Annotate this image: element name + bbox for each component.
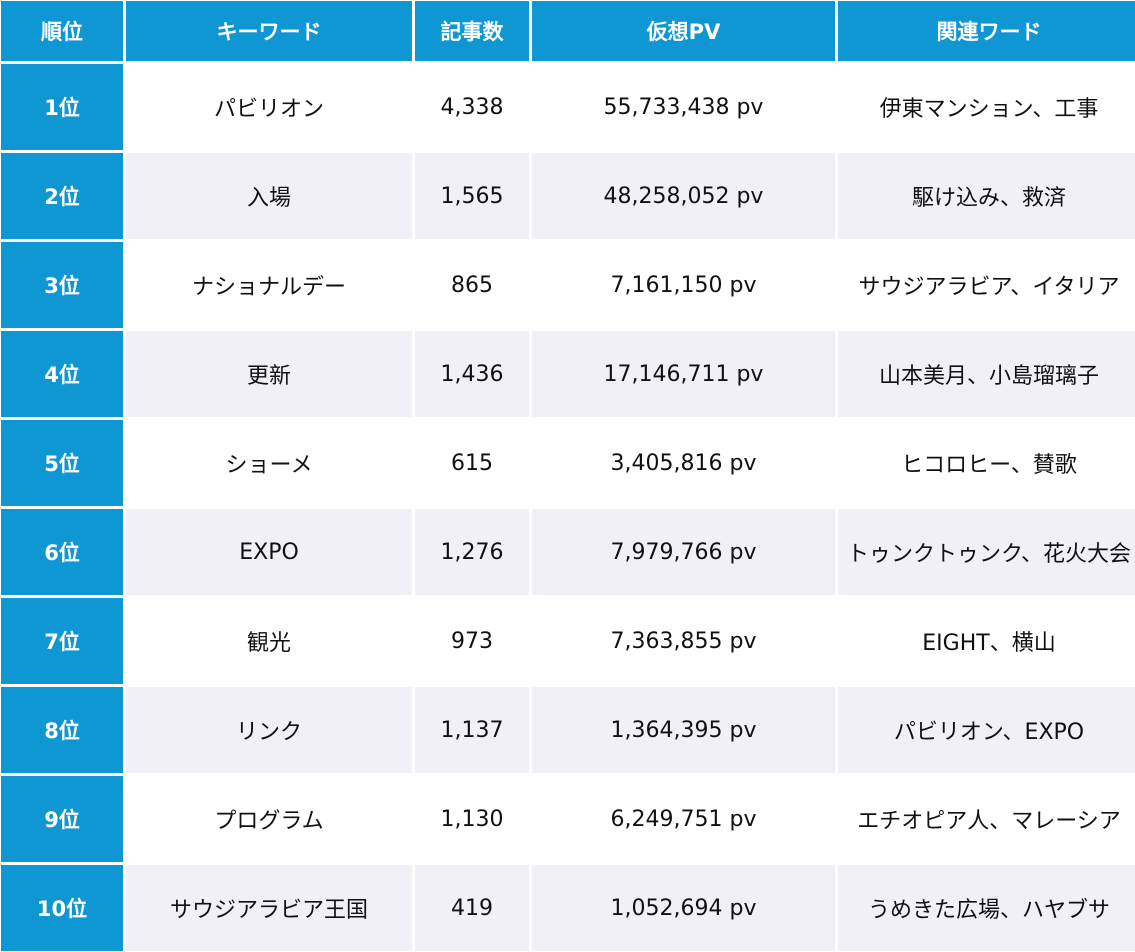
rank-cell: 9位 bbox=[1, 776, 123, 862]
virtual-pv-cell: 17,146,711 pv bbox=[532, 331, 835, 417]
article-count-cell: 1,436 bbox=[415, 331, 529, 417]
related-words-cell: EIGHT、横山 bbox=[838, 598, 1135, 684]
related-words-cell: 伊東マンション、工事 bbox=[838, 64, 1135, 150]
rank-cell: 7位 bbox=[1, 598, 123, 684]
article-count-cell: 615 bbox=[415, 420, 529, 506]
keyword-cell: EXPO bbox=[126, 509, 412, 595]
header-keyword: キーワード bbox=[126, 1, 412, 61]
rank-cell: 3位 bbox=[1, 242, 123, 328]
related-words-cell: パビリオン、EXPO bbox=[838, 687, 1135, 773]
keyword-cell: 入場 bbox=[126, 153, 412, 239]
article-count-cell: 1,276 bbox=[415, 509, 529, 595]
keyword-cell: リンク bbox=[126, 687, 412, 773]
related-words-cell: 駆け込み、救済 bbox=[838, 153, 1135, 239]
article-count-cell: 1,137 bbox=[415, 687, 529, 773]
keyword-cell: 更新 bbox=[126, 331, 412, 417]
related-words-cell: 山本美月、小島瑠璃子 bbox=[838, 331, 1135, 417]
rank-cell: 8位 bbox=[1, 687, 123, 773]
keyword-cell: 観光 bbox=[126, 598, 412, 684]
virtual-pv-cell: 3,405,816 pv bbox=[532, 420, 835, 506]
rank-cell: 1位 bbox=[1, 64, 123, 150]
header-related-words: 関連ワード bbox=[838, 1, 1135, 61]
header-article-count: 記事数 bbox=[415, 1, 529, 61]
article-count-cell: 973 bbox=[415, 598, 529, 684]
related-words-cell: トゥンクトゥンク、花火大会 bbox=[838, 509, 1135, 595]
virtual-pv-cell: 7,363,855 pv bbox=[532, 598, 835, 684]
related-words-cell: サウジアラビア、イタリア bbox=[838, 242, 1135, 328]
article-count-cell: 865 bbox=[415, 242, 529, 328]
article-count-cell: 4,338 bbox=[415, 64, 529, 150]
rank-cell: 5位 bbox=[1, 420, 123, 506]
rank-cell: 4位 bbox=[1, 331, 123, 417]
keyword-cell: サウジアラビア王国 bbox=[126, 865, 412, 951]
keyword-cell: プログラム bbox=[126, 776, 412, 862]
virtual-pv-cell: 6,249,751 pv bbox=[532, 776, 835, 862]
virtual-pv-cell: 48,258,052 pv bbox=[532, 153, 835, 239]
rank-cell: 2位 bbox=[1, 153, 123, 239]
rank-cell: 10位 bbox=[1, 865, 123, 951]
related-words-cell: エチオピア人、マレーシア bbox=[838, 776, 1135, 862]
rank-cell: 6位 bbox=[1, 509, 123, 595]
virtual-pv-cell: 1,052,694 pv bbox=[532, 865, 835, 951]
related-words-cell: ヒコロヒー、賛歌 bbox=[838, 420, 1135, 506]
header-rank: 順位 bbox=[1, 1, 123, 61]
virtual-pv-cell: 7,979,766 pv bbox=[532, 509, 835, 595]
article-count-cell: 1,130 bbox=[415, 776, 529, 862]
keyword-cell: ナショナルデー bbox=[126, 242, 412, 328]
header-virtual-pv: 仮想PV bbox=[532, 1, 835, 61]
article-count-cell: 1,565 bbox=[415, 153, 529, 239]
virtual-pv-cell: 7,161,150 pv bbox=[532, 242, 835, 328]
related-words-cell: うめきた広場、ハヤブサ bbox=[838, 865, 1135, 951]
keyword-cell: ショーメ bbox=[126, 420, 412, 506]
keyword-cell: パビリオン bbox=[126, 64, 412, 150]
virtual-pv-cell: 55,733,438 pv bbox=[532, 64, 835, 150]
virtual-pv-cell: 1,364,395 pv bbox=[532, 687, 835, 773]
article-count-cell: 419 bbox=[415, 865, 529, 951]
